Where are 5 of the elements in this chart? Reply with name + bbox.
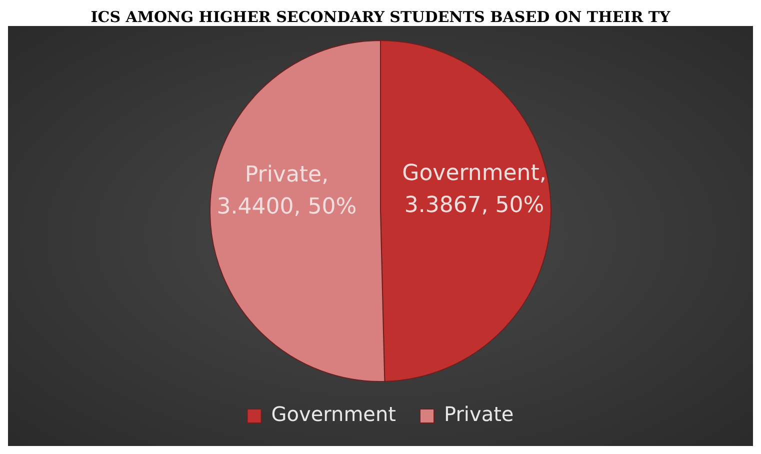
data-label: Private, 3.4400, 50% xyxy=(216,162,357,220)
legend-label: Private xyxy=(444,402,514,426)
legend-label: Government xyxy=(271,402,396,426)
data-label: Government, 3.3867, 50% xyxy=(402,160,546,218)
chart-title: ICS AMONG HIGHER SECONDARY STUDENTS BASED ON THEIR TY xyxy=(90,8,672,26)
